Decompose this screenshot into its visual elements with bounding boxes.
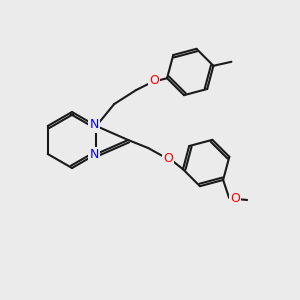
Text: O: O — [149, 74, 159, 88]
Text: O: O — [163, 152, 173, 166]
Text: N: N — [90, 118, 99, 131]
Text: O: O — [230, 193, 240, 206]
Text: N: N — [90, 148, 99, 161]
